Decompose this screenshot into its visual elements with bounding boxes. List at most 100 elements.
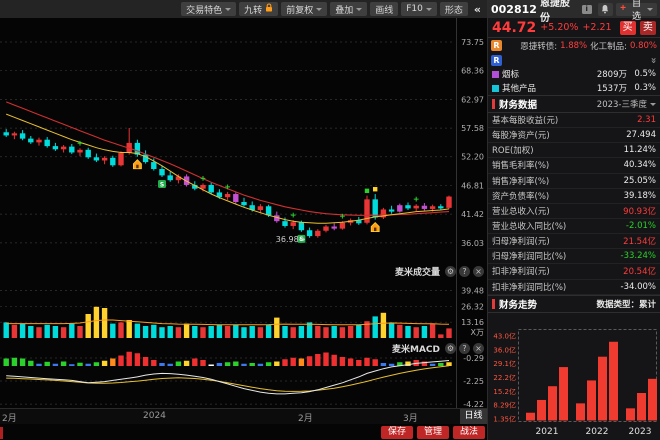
metric-label: 营业总收入(元) xyxy=(492,206,550,217)
gear-icon[interactable]: ⚙ xyxy=(445,343,456,354)
finance-metric-row: 销售毛利率(%) 40.34% xyxy=(488,158,660,174)
svg-text:36.03: 36.03 xyxy=(461,239,484,248)
metric-value: 21.54亿 xyxy=(623,237,656,248)
industry-change: 0.80% xyxy=(629,40,657,51)
expand-row: R « xyxy=(488,53,660,67)
metric-label: 销售毛利率(%) xyxy=(492,161,550,172)
help-icon[interactable]: ? xyxy=(459,266,470,277)
axis-date-label: 2月 xyxy=(298,414,313,424)
industry-label[interactable]: 化工制品: xyxy=(590,41,627,52)
toolbar-label: 交易特色 xyxy=(186,5,223,16)
toolbar-label: 九转 xyxy=(244,5,263,16)
chevron-down-icon xyxy=(650,102,656,106)
product-name: 烟标 xyxy=(502,70,520,80)
metric-label: 资产负债率(%) xyxy=(492,191,550,202)
metric-value: -34.00% xyxy=(620,281,656,292)
buy-button[interactable]: 买 xyxy=(619,20,636,35)
axis-date-label: 2月 xyxy=(2,414,17,424)
svg-text:8.29亿: 8.29亿 xyxy=(493,400,516,409)
alert-bell-button[interactable] xyxy=(597,2,614,16)
collapse-toolbar-icon[interactable]: « xyxy=(473,2,481,16)
toolbar-forward-adjust-button[interactable]: 前复权 xyxy=(281,2,328,16)
svg-text:1.35亿: 1.35亿 xyxy=(493,414,516,423)
chevron-down-icon xyxy=(356,7,363,11)
finance-metric-row: 归母净利润(元) 21.54亿 xyxy=(488,234,660,250)
period-selector[interactable]: 2023-三季度 xyxy=(597,98,656,110)
strategy-button[interactable]: 战法 xyxy=(452,425,485,439)
product-value: 1537万 xyxy=(596,84,627,94)
svg-text:68.36: 68.36 xyxy=(461,67,484,76)
stock-name: 恩捷股份 xyxy=(539,0,570,24)
volume-pane-title: 麦米成交量 xyxy=(394,268,440,278)
toolbar-f10-button[interactable]: F10 xyxy=(401,2,437,16)
r-badge-orange[interactable]: R xyxy=(491,40,502,51)
svg-text:2021: 2021 xyxy=(536,427,559,437)
close-icon[interactable]: × xyxy=(473,343,484,354)
sell-button[interactable]: 卖 xyxy=(639,20,656,35)
bond-label[interactable]: 恩捷转债: xyxy=(520,41,558,52)
toolbar-draw-line-button[interactable]: 画线 xyxy=(370,2,399,16)
corner-indicator xyxy=(0,427,3,439)
toolbar: 交易特色 九转 前复权 叠加 画线 F10 形态 « xyxy=(0,0,487,18)
legend-swatch xyxy=(492,70,499,78)
macd-pane-header: 麦米MACD ⚙ ? × xyxy=(392,342,484,355)
svg-text:29.1亿: 29.1亿 xyxy=(493,359,516,368)
gear-icon[interactable]: ⚙ xyxy=(445,266,456,277)
macd-pane[interactable]: -0.29 -2.25 -4.22 xyxy=(0,340,487,408)
toolbar-overlay-button[interactable]: 叠加 xyxy=(330,2,368,16)
toolbar-nine-turn-button[interactable]: 九转 xyxy=(239,2,279,16)
help-icon[interactable]: ? xyxy=(459,343,470,354)
bottom-strip: 保存 管理 战法 xyxy=(0,424,487,440)
finance-metric-row: 每股净资产(元) 27.494 xyxy=(488,128,660,144)
metric-label: 归母净利润(元) xyxy=(492,237,550,248)
kline-pane[interactable]: 73.75 68.36 62.97 57.58 52.20 46.81 41.42 36.03… xyxy=(0,18,487,264)
metric-value: 27.494 xyxy=(626,130,656,141)
metric-value: -33.24% xyxy=(620,251,656,262)
svg-text:62.97: 62.97 xyxy=(461,95,484,104)
metric-value: -2.01% xyxy=(625,221,656,232)
save-button[interactable]: 保存 xyxy=(380,425,413,439)
svg-text:13.16: 13.16 xyxy=(461,318,484,327)
r-badge-blue[interactable]: R xyxy=(491,54,502,66)
svg-text:-0.29: -0.29 xyxy=(463,354,484,363)
svg-text:-4.22: -4.22 xyxy=(463,400,484,408)
svg-text:26.32: 26.32 xyxy=(461,302,484,311)
section-accent-bar xyxy=(492,298,495,309)
metric-value: 20.54亿 xyxy=(623,267,656,278)
section-accent-bar xyxy=(492,99,495,109)
time-axis: 日线 2月 2024 2月 3月 xyxy=(0,408,487,424)
lock-icon xyxy=(265,3,273,15)
trend-section-header: 财务走势 数据类型：累计 xyxy=(488,294,660,313)
period-tab-daily[interactable]: 日线 xyxy=(460,409,487,424)
manage-button[interactable]: 管理 xyxy=(416,425,449,439)
svg-text:39.48: 39.48 xyxy=(461,287,484,296)
toolbar-label: 前复权 xyxy=(286,5,314,16)
metric-label: 扣非净利润(元) xyxy=(492,267,550,278)
svg-text:73.75: 73.75 xyxy=(461,38,484,47)
price-row: 44.72 +5.20% +2.21 买 卖 xyxy=(488,18,660,37)
bottom-buttons: 保存 管理 战法 xyxy=(380,425,485,439)
close-icon[interactable]: × xyxy=(473,266,484,277)
product-name: 其他产品 xyxy=(502,84,537,94)
macd-pane-title: 麦米MACD xyxy=(392,345,440,355)
related-row: R 恩捷转债: 1.88% 化工制品: 0.80% xyxy=(488,37,660,53)
toolbar-pattern-button[interactable]: 形态 xyxy=(439,2,468,16)
last-price: 44.72 xyxy=(492,19,537,36)
finance-trend-chart[interactable]: 43.0亿 36.0亿 29.1亿 22.2亿 15.2亿 8.29亿 1.35亿 2021 2… xyxy=(488,313,660,440)
metric-label: 每股净资产(元) xyxy=(492,131,550,142)
finance-metric-row: 扣非净利润(元) 20.54亿 xyxy=(488,264,660,280)
svg-text:2023: 2023 xyxy=(629,427,652,437)
add-watchlist-button[interactable]: + 自选 xyxy=(616,0,657,21)
info-icon[interactable]: i xyxy=(581,4,592,14)
toolbar-label: 画线 xyxy=(375,5,394,16)
toolbar-label: 形态 xyxy=(444,5,463,16)
toolbar-trade-feature-button[interactable]: 交易特色 xyxy=(181,2,237,16)
svg-text:15.2亿: 15.2亿 xyxy=(493,387,516,396)
chevron-down-icon xyxy=(646,7,653,11)
data-type-label: 数据类型：累计 xyxy=(596,299,656,310)
bond-change: 1.88% xyxy=(560,40,588,51)
chevron-double-down-icon[interactable]: « xyxy=(648,56,660,64)
svg-text:22.2亿: 22.2亿 xyxy=(493,373,516,382)
bell-icon xyxy=(602,4,609,13)
